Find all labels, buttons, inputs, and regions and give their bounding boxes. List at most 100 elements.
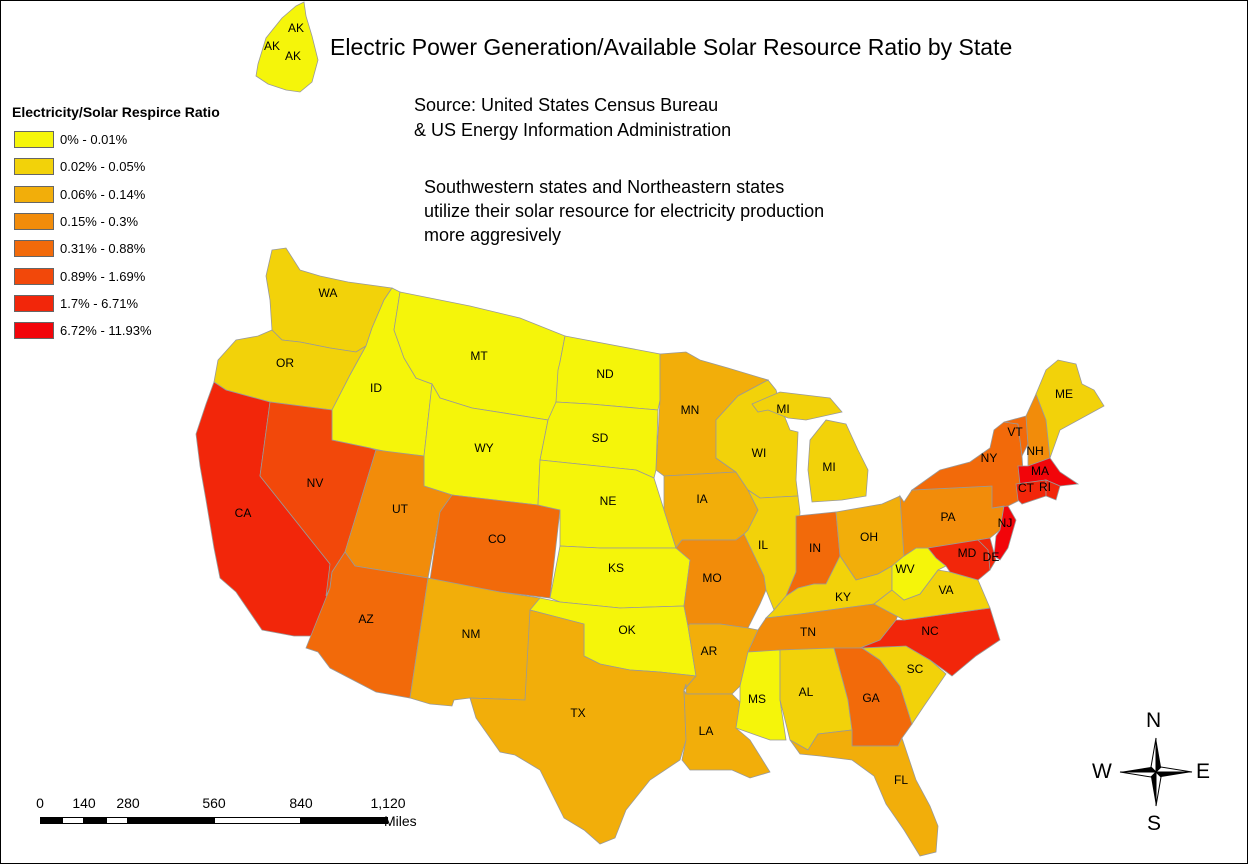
source-line: & US Energy Information Administration	[414, 120, 732, 140]
state-label-wv: WV	[895, 562, 914, 576]
compass-rose-icon	[1119, 737, 1193, 807]
state-label-ok: OK	[618, 623, 635, 637]
state-label-de: DE	[983, 550, 1000, 564]
legend-swatch	[14, 240, 54, 258]
state-shape-md	[927, 539, 991, 581]
scale-segment	[214, 817, 301, 824]
state-label-sd: SD	[592, 431, 609, 445]
state-label-ms: MS	[748, 692, 766, 706]
state-shape-mi	[807, 419, 869, 503]
state-shape-ks	[549, 545, 691, 609]
legend-swatch	[14, 185, 54, 203]
annotation-text: Southwestern states and Northeastern sta…	[424, 175, 824, 247]
state-label-vt: VT	[1007, 425, 1023, 439]
annotation-line: more aggresively	[424, 225, 562, 245]
legend-label: 0.31% - 0.88%	[60, 241, 146, 257]
scale-tick-label: 140	[72, 795, 96, 811]
scale-tick-label: 840	[289, 795, 313, 811]
state-label-ne: NE	[600, 494, 617, 508]
legend-swatch	[14, 267, 54, 285]
state-label-nh: NH	[1026, 444, 1043, 458]
compass-east-label: E	[1196, 760, 1211, 783]
state-shapes	[195, 1, 1105, 857]
state-shape-nj	[991, 505, 1017, 561]
state-label-mo: MO	[702, 571, 721, 585]
state-label-nj: NJ	[998, 516, 1013, 530]
state-label-ga: GA	[862, 691, 879, 705]
state-label-ny: NY	[981, 451, 998, 465]
legend-item: 0.06% - 0.14%	[12, 181, 220, 208]
map-title: Electric Power Generation/Available Sola…	[330, 34, 1013, 60]
state-label-ut: UT	[392, 502, 409, 516]
state-label-tx: TX	[570, 706, 585, 720]
state-label-al: AL	[799, 685, 814, 699]
scale-segment	[128, 817, 214, 824]
legend-label: 0.06% - 0.14%	[60, 186, 146, 202]
state-label-va: VA	[938, 583, 953, 597]
scale-tick-label: 560	[202, 795, 226, 811]
legend-label: 1.7% - 6.71%	[60, 295, 139, 311]
legend-label: 6.72% - 11.93%	[60, 323, 152, 339]
state-label-wi: WI	[752, 446, 767, 460]
scale-segment	[84, 817, 106, 824]
annotation-line: Southwestern states and Northeastern sta…	[424, 177, 785, 197]
state-label-mn: MN	[681, 403, 700, 417]
state-label-mt: MT	[470, 349, 488, 363]
source-text: Source: United States Census Bureau & US…	[414, 93, 731, 143]
state-label-fl: FL	[894, 773, 908, 787]
legend-title: Electricity/Solar Respirce Ratio	[12, 104, 220, 120]
state-label-oh: OH	[860, 530, 878, 544]
scale-tick-label: 280	[116, 795, 140, 811]
legend-item: 1.7% - 6.71%	[12, 290, 220, 317]
source-line: Source: United States Census Bureau	[414, 95, 719, 115]
state-label-az: AZ	[358, 612, 373, 626]
state-label-id: ID	[370, 381, 382, 395]
legend-label: 0% - 0.01%	[60, 132, 128, 148]
state-shape-fl	[789, 729, 939, 857]
legend: Electricity/Solar Respirce Ratio 0% - 0.…	[12, 104, 220, 344]
legend-label: 0.02% - 0.05%	[60, 159, 146, 175]
legend-items: 0% - 0.01% 0.02% - 0.05% 0.06% - 0.14% 0.15…	[12, 126, 220, 344]
compass-north-label: N	[1146, 709, 1162, 732]
state-label-md: MD	[958, 546, 977, 560]
legend-label: 0.89% - 1.69%	[60, 268, 146, 284]
scale-tick-label: 1,120	[370, 795, 406, 811]
compass-south-label: S	[1147, 812, 1162, 835]
state-shape-nm	[409, 577, 541, 707]
compass-west-label: W	[1092, 760, 1112, 783]
legend-item: 6.72% - 11.93%	[12, 317, 220, 344]
state-label-ri: RI	[1039, 480, 1051, 494]
state-label-ar: AR	[701, 644, 718, 658]
state-label-ia: IA	[696, 492, 707, 506]
state-labels: AK AK AK WA OR CA ID NV MT WY UT CO AZ NM ND SD NE KS OK TX…	[235, 21, 1073, 787]
state-shape-ct	[1015, 479, 1047, 505]
state-label-wa: WA	[319, 286, 338, 300]
state-label-ks: KS	[608, 561, 624, 575]
legend-label: 0.15% - 0.3%	[60, 214, 139, 230]
state-label-pa: PA	[940, 510, 955, 524]
state-label-wy: WY	[474, 441, 493, 455]
state-label-nv: NV	[307, 476, 324, 490]
state-label-la: LA	[699, 724, 714, 738]
legend-item: 0.15% - 0.3%	[12, 208, 220, 235]
state-label-nm: NM	[462, 627, 481, 641]
legend-item: 0.89% - 1.69%	[12, 262, 220, 289]
legend-swatch	[14, 158, 54, 176]
state-label-ca: CA	[235, 506, 252, 520]
state-label-in: IN	[809, 541, 821, 555]
state-shape-mi	[751, 391, 843, 421]
legend-swatch	[14, 131, 54, 149]
state-label-il: IL	[758, 538, 768, 552]
state-shape-ak	[255, 1, 319, 93]
state-label-ak: AK	[285, 49, 301, 63]
scale-segment	[106, 817, 128, 824]
state-label-mi: MI	[776, 402, 789, 416]
state-shape-tx	[469, 609, 697, 845]
state-label-nd: ND	[596, 367, 614, 381]
state-label-co: CO	[488, 532, 506, 546]
legend-swatch	[14, 294, 54, 312]
legend-item: 0% - 0.01%	[12, 126, 220, 153]
scale-segment	[62, 817, 84, 824]
state-label-mi: MI	[822, 460, 835, 474]
annotation-line: utilize their solar resource for electri…	[424, 201, 825, 221]
